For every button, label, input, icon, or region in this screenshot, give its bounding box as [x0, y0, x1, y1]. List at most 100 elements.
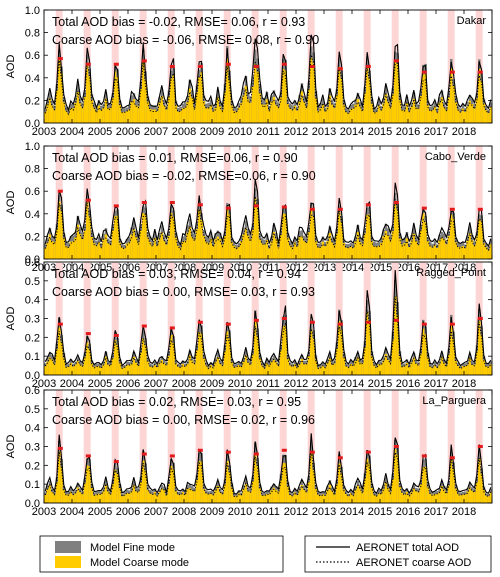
- bar-coarse: [363, 347, 367, 375]
- summer-band: [419, 390, 427, 503]
- bar-coarse: [65, 110, 68, 123]
- x-tick-label: 2009: [200, 506, 224, 518]
- bar-coarse: [125, 364, 129, 375]
- bar-coarse: [345, 247, 348, 259]
- bar-coarse: [223, 91, 227, 123]
- bar-coarse: [214, 107, 217, 123]
- bar-coarse: [51, 240, 54, 259]
- bar-coarse: [333, 494, 336, 503]
- bar-coarse: [424, 466, 427, 503]
- bar-coarse: [384, 482, 388, 503]
- bar-coarse: [473, 108, 476, 123]
- bar-coarse: [132, 356, 136, 375]
- bar-coarse: [230, 362, 234, 375]
- bar-coarse: [132, 485, 136, 503]
- x-tick-label: 2017: [424, 262, 448, 274]
- bar-coarse: [363, 93, 367, 123]
- bar-coarse: [149, 241, 152, 259]
- bar-coarse: [354, 241, 357, 259]
- bar-coarse: [254, 64, 257, 123]
- bar-coarse: [165, 365, 168, 375]
- bar-coarse: [90, 236, 94, 259]
- bar-coarse: [373, 365, 376, 375]
- bar-coarse: [51, 105, 54, 123]
- bar-coarse: [443, 239, 446, 259]
- bar-coarse: [361, 244, 364, 259]
- x-tick-label: 2010: [228, 262, 252, 274]
- bar-coarse: [310, 57, 313, 123]
- red-marker: [337, 322, 343, 326]
- bar-coarse: [408, 247, 411, 259]
- bar-coarse: [426, 487, 430, 503]
- bar-coarse: [282, 69, 285, 123]
- bar-coarse: [158, 362, 161, 375]
- bar-coarse: [422, 213, 425, 259]
- bar-coarse: [142, 338, 145, 375]
- stat-coarse: Coarse AOD bias = -0.02, RMSE=0.06, r = …: [52, 169, 316, 183]
- bar-coarse: [317, 110, 320, 123]
- bar-coarse: [452, 218, 455, 259]
- y-tick-label: 0.6: [25, 257, 40, 269]
- bar-coarse: [163, 105, 166, 123]
- x-tick-label: 2012: [284, 126, 308, 138]
- bar-coarse: [130, 101, 133, 123]
- x-tick-label: 2014: [340, 262, 364, 274]
- bar-coarse: [207, 107, 210, 123]
- bar-coarse: [454, 102, 458, 123]
- x-tick-label: 2008: [172, 126, 196, 138]
- bar-coarse: [88, 349, 91, 375]
- bar-coarse: [457, 246, 460, 259]
- bar-coarse: [464, 366, 467, 375]
- bar-coarse: [251, 354, 255, 375]
- bar-coarse: [44, 366, 47, 375]
- y-tick-label: 1.0: [25, 5, 40, 17]
- bar-coarse: [359, 106, 362, 123]
- bar-coarse: [326, 362, 329, 375]
- bar-coarse: [242, 234, 245, 259]
- bar-coarse: [303, 364, 306, 375]
- bar-coarse: [363, 233, 367, 259]
- bar-coarse: [342, 104, 346, 123]
- bar-coarse: [366, 458, 369, 503]
- bar-coarse: [74, 364, 77, 375]
- legend-swatch-coarse: [55, 556, 81, 568]
- bar-coarse: [249, 239, 252, 259]
- bar-coarse: [237, 107, 241, 123]
- red-marker: [85, 198, 91, 202]
- bar-coarse: [429, 110, 432, 123]
- bar-coarse: [450, 324, 453, 375]
- bar-coarse: [184, 366, 187, 375]
- red-marker: [309, 207, 315, 211]
- bar-coarse: [412, 488, 416, 503]
- bar-coarse: [303, 240, 306, 259]
- bar-coarse: [480, 81, 483, 123]
- bar-coarse: [69, 362, 73, 375]
- bar-coarse: [321, 241, 325, 259]
- y-axis-label: AOD: [5, 307, 17, 331]
- series-aeronet-coarse: [44, 450, 492, 498]
- red-marker: [169, 201, 175, 204]
- stat-total: Total AOD bias = -0.02, RMSE= 0.06, r = …: [52, 15, 305, 29]
- bar-coarse: [356, 99, 360, 123]
- bar-coarse: [149, 493, 152, 503]
- bar-coarse: [188, 488, 192, 503]
- bar-coarse: [452, 86, 455, 123]
- bar-coarse: [345, 366, 348, 375]
- bar-coarse: [153, 109, 157, 123]
- bar-coarse: [60, 211, 63, 259]
- red-marker: [309, 65, 315, 68]
- bar-coarse: [233, 366, 236, 375]
- bar-coarse: [354, 489, 357, 503]
- bar-coarse: [118, 104, 122, 123]
- bar-coarse: [345, 493, 348, 503]
- bar-coarse: [83, 356, 87, 375]
- bar-coarse: [184, 107, 187, 123]
- bar-coarse: [387, 488, 390, 503]
- bar-coarse: [258, 488, 262, 503]
- bar-coarse: [249, 491, 252, 503]
- bar-coarse: [422, 328, 425, 375]
- bar-coarse: [198, 461, 201, 503]
- bar-coarse: [53, 363, 56, 375]
- bar-coarse: [412, 98, 416, 123]
- bar-coarse: [363, 478, 367, 503]
